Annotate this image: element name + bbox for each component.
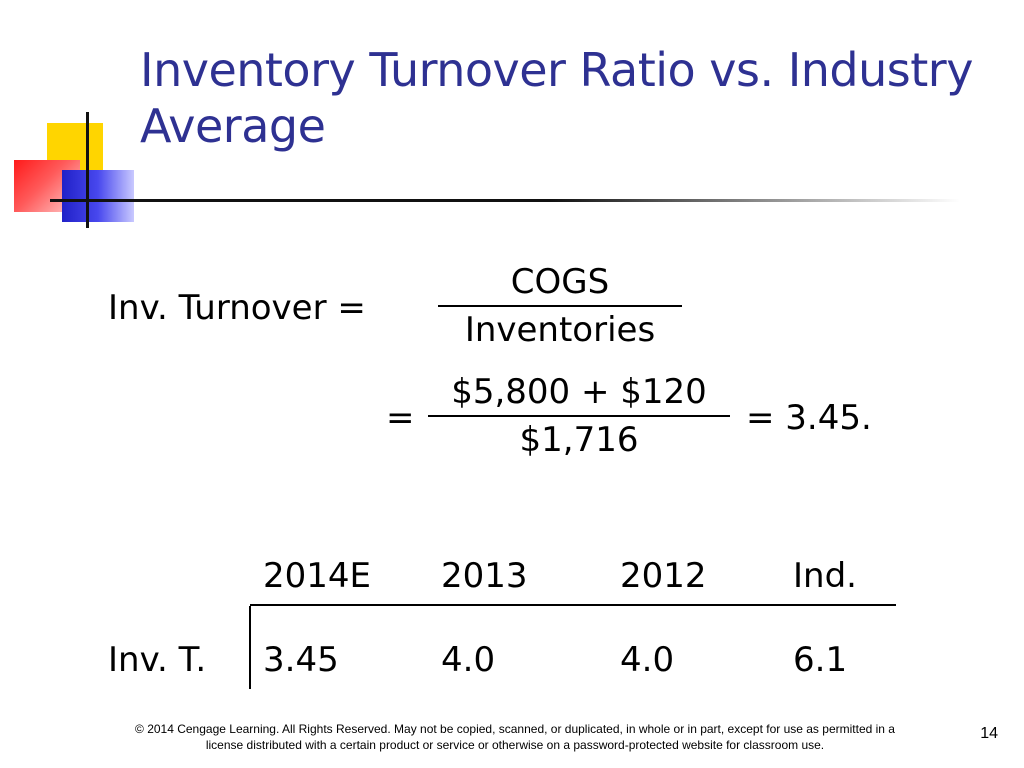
table-row-label: Inv. T. [108,640,207,680]
formula-fraction-bar [438,305,682,307]
table-label-rule [249,606,251,689]
calc-numerator: $5,800 + $120 [451,372,707,412]
table-header-rule [250,604,896,606]
table-header-2012: 2012 [620,556,707,596]
decor-blue-square [62,170,134,222]
table-value-2013: 4.0 [441,640,496,680]
table-header-2013: 2013 [441,556,528,596]
table-header-industry: Ind. [793,556,857,596]
calc-result: = 3.45. [746,398,872,438]
title-underline [50,199,960,202]
slide-title: Inventory Turnover Ratio vs. Industry Av… [140,43,973,153]
page-number: 14 [980,725,998,742]
calc-denominator: $1,716 [519,420,639,460]
formula-numerator: COGS [510,262,610,302]
formula-lhs: Inv. Turnover = [108,288,366,328]
table-value-industry: 6.1 [793,640,848,680]
formula-denominator: Inventories [464,310,656,350]
calc-equals: = [386,398,415,438]
copyright-footer: © 2014 Cengage Learning. All Rights Rese… [135,722,895,752]
calc-fraction-bar [428,415,730,417]
table-value-2012: 4.0 [620,640,675,680]
decor-vertical-line [86,112,89,228]
table-value-2014e: 3.45 [263,640,339,680]
table-header-2014e: 2014E [263,556,372,596]
